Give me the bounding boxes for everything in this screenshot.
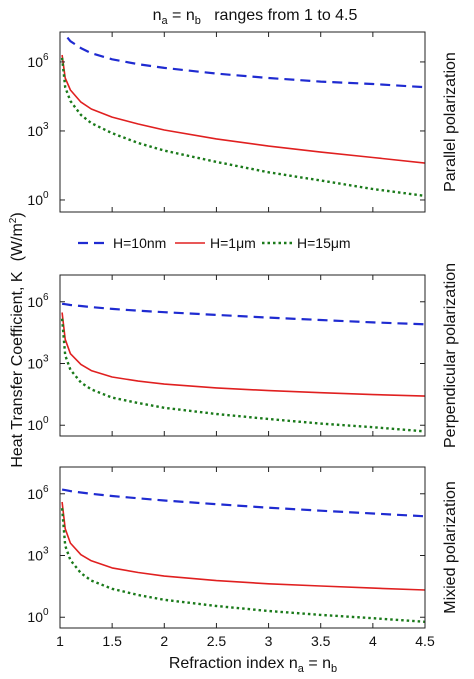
legend-item-h10nm: H=10nm xyxy=(78,235,166,251)
x-tick-label: 2 xyxy=(160,633,168,649)
x-tick-label: 2.5 xyxy=(207,633,227,649)
x-tick-label: 3.5 xyxy=(311,633,331,649)
y-tick-label: 100 xyxy=(27,190,49,208)
y-tick-label: 100 xyxy=(27,415,49,433)
x-tick-label: 3 xyxy=(265,633,273,649)
series-line-h-10nm xyxy=(61,302,425,326)
y-tick-label-exponent: 0 xyxy=(43,415,49,426)
axes-frame xyxy=(59,466,426,629)
y-axis-label: Heat Transfer Coefficient, K(W/m2) xyxy=(8,212,26,467)
y-tick-label-exponent: 3 xyxy=(43,121,49,132)
panel-label: Perpendicular polarization xyxy=(442,263,459,448)
series-line-h-15-m xyxy=(60,508,425,623)
y-tick-label-base: 10 xyxy=(27,548,43,564)
legend: H=10nm H=1μm H=15μm xyxy=(78,235,351,251)
legend-label-h10nm: H=10nm xyxy=(113,235,166,251)
series-line-h-10nm xyxy=(63,32,425,89)
series-line-h-15-m xyxy=(60,318,425,433)
y-tick-label: 106 xyxy=(27,484,49,502)
series-line-h-1-m xyxy=(61,501,425,591)
legend-label-h1um: H=1μm xyxy=(210,235,256,251)
y-tick-label-base: 10 xyxy=(27,486,43,502)
x-tick-label: 4 xyxy=(369,633,377,649)
x-tick-label: 4.5 xyxy=(415,633,435,649)
panel-label: Parallel polarization xyxy=(442,52,459,192)
y-tick-label-base: 10 xyxy=(27,417,43,433)
series-line-h-10nm xyxy=(61,488,425,518)
legend-item-h15um: H=15μm xyxy=(262,235,351,251)
y-tick-label-exponent: 3 xyxy=(43,354,49,365)
y-tick-label-exponent: 3 xyxy=(43,546,49,557)
x-tick-label: 1.5 xyxy=(102,633,122,649)
y-tick-label: 106 xyxy=(27,292,49,310)
x-tick-label: 1 xyxy=(56,633,64,649)
y-tick-label-exponent: 0 xyxy=(43,190,49,201)
y-tick-label: 100 xyxy=(27,607,49,625)
y-tick-label-base: 10 xyxy=(27,609,43,625)
y-tick-label-base: 10 xyxy=(27,192,43,208)
y-tick-label-exponent: 0 xyxy=(43,607,49,618)
y-tick-label: 106 xyxy=(27,52,49,70)
series-line-h-1-m xyxy=(61,54,425,164)
series-line-h-15-m xyxy=(60,57,425,198)
y-tick-label-exponent: 6 xyxy=(43,52,49,63)
axes-frame xyxy=(59,274,426,437)
legend-item-h1um: H=1μm xyxy=(175,235,256,251)
y-tick-label-exponent: 6 xyxy=(43,292,49,303)
series-line-h-1-m xyxy=(61,312,425,397)
legend-label-h15um: H=15μm xyxy=(297,235,351,251)
figure-title: na = nb ranges from 1 to 4.5 xyxy=(153,7,358,27)
x-axis-label: Refraction index na = nb xyxy=(169,655,337,675)
y-tick-label-base: 10 xyxy=(27,123,43,139)
y-tick-label-base: 10 xyxy=(27,54,43,70)
y-tick-label-base: 10 xyxy=(27,356,43,372)
y-tick-label: 103 xyxy=(27,121,49,139)
y-tick-label-exponent: 6 xyxy=(43,484,49,495)
y-tick-label-base: 10 xyxy=(27,294,43,310)
axes-frame xyxy=(59,31,426,213)
y-tick-label: 103 xyxy=(27,546,49,564)
panel-label: Mixied polarization xyxy=(442,481,459,614)
y-tick-label: 103 xyxy=(27,354,49,372)
